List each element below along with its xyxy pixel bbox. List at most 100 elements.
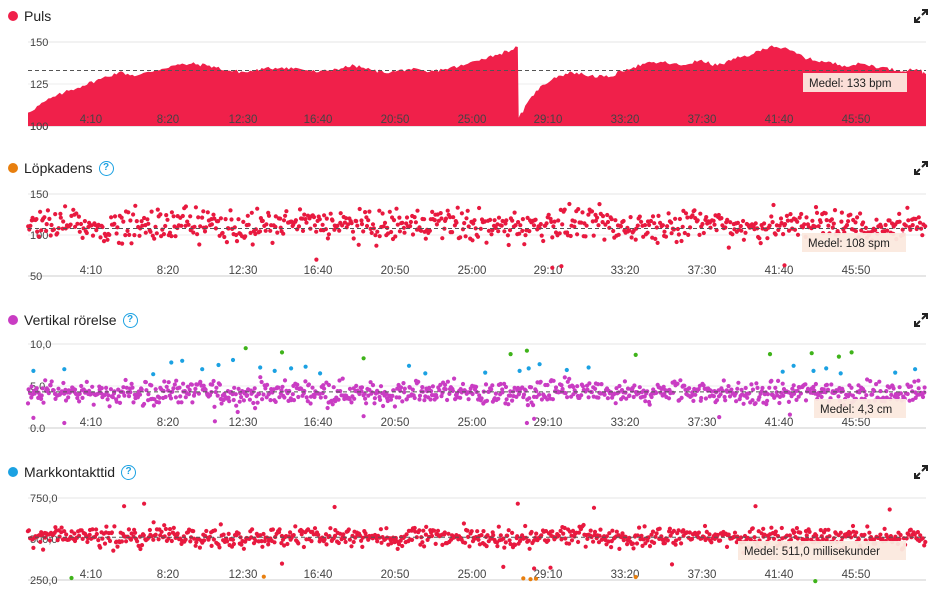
data-point [96,538,101,543]
data-point [690,213,695,218]
data-point [509,530,515,535]
data-point [923,539,928,545]
data-point [395,546,400,551]
data-point [212,528,218,533]
data-point [671,528,677,533]
expand-icon[interactable] [914,313,928,327]
data-point [251,400,256,406]
expand-icon[interactable] [914,9,928,23]
data-point [176,400,181,405]
outlier-point [782,263,787,268]
data-point [769,214,774,219]
data-point [596,382,601,387]
data-point [655,240,660,245]
data-point [326,232,331,237]
data-point [762,221,767,226]
data-point [643,399,648,404]
data-point [773,529,778,534]
data-point [508,393,513,398]
data-point [558,528,563,533]
data-point [38,539,43,544]
pulse-panel: Puls 150 125 100 4:10 8:20 12:30 16:40 20:50 25:… [0,6,938,156]
data-point [188,214,193,219]
mean-label: Medel: 133 bpm [809,78,891,90]
data-point [865,377,870,382]
help-icon[interactable]: ? [122,312,138,328]
low-point [548,565,553,570]
data-point [637,214,642,219]
data-point [279,541,284,546]
data-point [394,206,399,211]
data-point [507,538,512,543]
green-point [849,350,854,355]
help-icon[interactable]: ? [98,160,114,176]
data-point [701,383,706,388]
data-point [642,223,648,228]
data-point [131,400,136,405]
data-point [202,229,208,234]
data-point [686,232,691,237]
data-point [829,382,834,387]
data-point [741,218,746,224]
data-point [874,217,879,222]
data-point [255,400,260,405]
data-point [104,524,109,529]
data-point [527,396,532,401]
data-point [870,392,875,397]
data-point [213,390,218,395]
data-point [818,220,823,225]
data-point [741,237,747,242]
data-point [533,217,538,222]
data-point [227,399,232,404]
high-point [142,501,147,506]
data-point [516,220,521,225]
blue-point [564,367,569,373]
data-point [173,395,178,400]
data-point [440,236,445,241]
data-point [124,385,129,390]
green-point [508,352,513,357]
x-tick-label: 16:40 [304,114,333,126]
data-point [347,397,352,402]
data-point [586,212,591,217]
data-point [534,389,539,394]
x-tick-label: 8:20 [157,114,179,126]
data-point [144,388,149,393]
data-point [437,388,442,393]
expand-icon[interactable] [914,161,928,175]
help-icon[interactable]: ? [121,464,137,480]
data-point [782,222,788,227]
data-point [359,222,365,227]
data-point [56,386,61,391]
blue-point [893,370,898,375]
data-point [580,210,585,215]
data-point [680,224,685,229]
data-point [31,545,36,550]
data-point [522,242,527,247]
green-point [279,350,285,355]
data-point [280,384,285,389]
data-point [142,401,147,407]
cadence-header: Löpkadens ? [8,158,114,178]
x-tick-label: 37:30 [688,417,717,429]
data-point [629,235,634,240]
data-point [299,386,304,391]
y-tick-label: 125 [30,79,48,91]
data-point [645,230,650,235]
data-point [657,526,662,531]
data-point [650,214,656,219]
data-point [676,528,681,533]
data-point [63,398,69,403]
data-point [786,228,792,233]
data-point [117,400,123,405]
blue-point [913,367,918,372]
data-point [173,234,178,239]
data-point [296,394,301,400]
expand-icon[interactable] [914,465,928,479]
data-point [258,533,263,538]
data-point [255,206,260,211]
data-point [370,222,376,227]
data-point [460,381,466,387]
data-point [452,376,457,381]
data-point [679,395,684,400]
